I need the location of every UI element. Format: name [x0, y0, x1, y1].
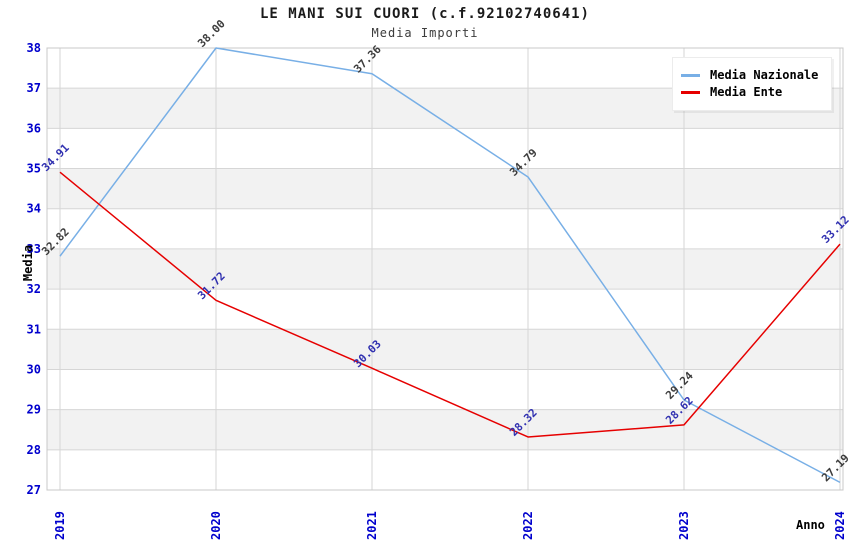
y-tick-label: 32 [27, 282, 41, 296]
y-tick-label: 27 [27, 483, 41, 497]
y-tick-label: 37 [27, 81, 41, 95]
x-tick-label: 2022 [521, 511, 535, 540]
x-tick-label: 2021 [365, 511, 379, 540]
y-tick-label: 35 [27, 162, 41, 176]
y-tick-label: 33 [27, 242, 41, 256]
x-axis-label: Anno [796, 518, 825, 532]
legend: Media Nazionale Media Ente [672, 57, 832, 111]
media-ente-line [59, 171, 841, 438]
x-tick-label: 2019 [53, 511, 67, 540]
y-tick-label: 31 [27, 322, 41, 336]
media-nazionale-line-swatch [681, 73, 700, 77]
y-tick-label: 38 [27, 41, 41, 55]
band [47, 168, 843, 209]
legend-item-media-ente: Media Ente [681, 85, 823, 99]
y-tick-label: 34 [27, 202, 41, 216]
x-tick-label: 2020 [209, 511, 223, 540]
media-nazionale-line [59, 47, 841, 484]
legend-label: Media Nazionale [710, 68, 819, 82]
y-tick-label: 29 [27, 403, 41, 417]
chart-subtitle: Media Importi [371, 26, 479, 40]
chart-title: LE MANI SUI CUORI (c.f.92102740641) [259, 6, 590, 22]
legend-item-media-nazionale: Media Nazionale [681, 68, 823, 82]
band [47, 409, 843, 450]
plot-border [46, 47, 844, 491]
y-axis-label: Media [21, 244, 35, 282]
y-tick-label: 28 [27, 443, 41, 457]
x-tick-label: 2024 [833, 511, 847, 540]
band [47, 248, 843, 290]
y-tick-label: 36 [27, 121, 41, 135]
y-tick-label: 30 [27, 362, 41, 376]
band [47, 329, 843, 370]
x-tick-label: 2023 [677, 511, 691, 540]
media-ente-line-swatch [681, 90, 700, 94]
legend-label: Media Ente [710, 85, 783, 99]
